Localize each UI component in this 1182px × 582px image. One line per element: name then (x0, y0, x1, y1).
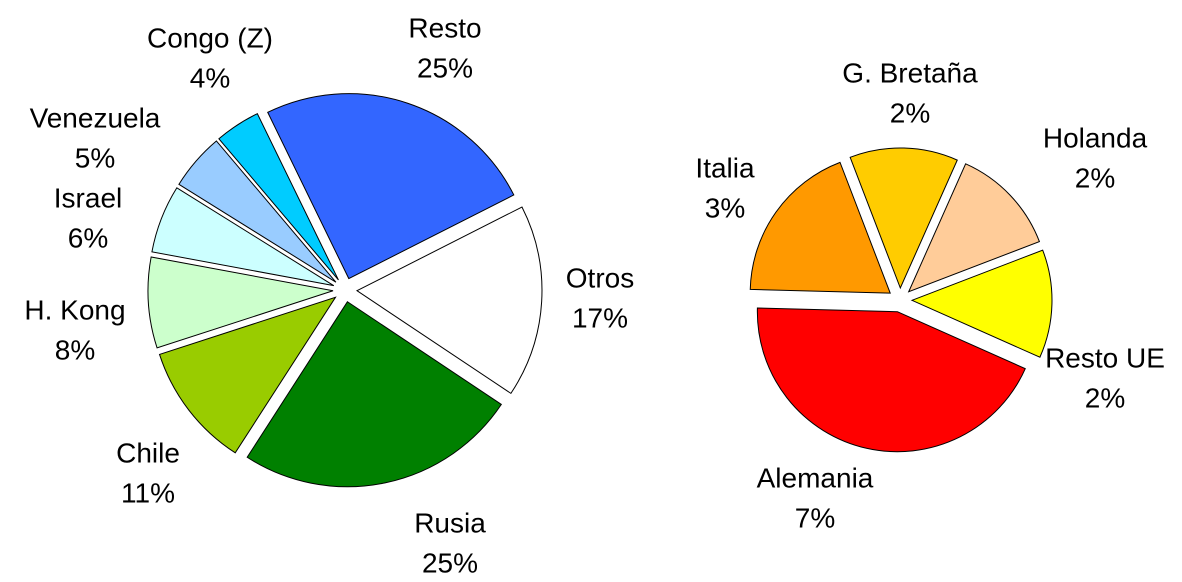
value-label: 2% (1085, 382, 1125, 413)
value-label: 11% (121, 477, 175, 508)
slice-label: Congo (Z) (147, 22, 273, 53)
value-label: 2% (1075, 162, 1115, 193)
pie-slice (178, 140, 337, 283)
slice-label: G. Bretaña (842, 57, 978, 88)
value-label: 25% (422, 547, 478, 578)
pie-slice (355, 206, 543, 395)
slice-label: Resto (408, 12, 481, 43)
value-label: 3% (705, 192, 745, 223)
pie-slice (756, 307, 1026, 453)
value-label: 17% (572, 302, 628, 333)
slice-label: Chile (116, 437, 180, 468)
value-label: 6% (68, 222, 108, 253)
pie-slice (849, 147, 958, 290)
pie-slice (246, 301, 503, 488)
slice-label: Otros (566, 262, 634, 293)
pie-slice (267, 93, 515, 280)
slice-label: Holanda (1043, 122, 1148, 153)
value-label: 4% (190, 62, 230, 93)
slice-label: H. Kong (24, 294, 125, 325)
pie-slice (158, 296, 337, 454)
pie-slice (910, 249, 1053, 358)
pie-slice (218, 113, 339, 281)
slice-label: Alemania (757, 462, 874, 493)
pie-slice (907, 163, 1041, 293)
value-label: 7% (795, 502, 835, 533)
value-label: 8% (55, 334, 95, 365)
value-label: 5% (75, 142, 115, 173)
slice-label: Italia (695, 152, 755, 183)
slice-label: Israel (54, 182, 122, 213)
value-label: 2% (890, 97, 930, 128)
value-label: 25% (417, 52, 473, 83)
slice-label: Venezuela (30, 102, 161, 133)
slice-label: Resto UE (1045, 342, 1165, 373)
pie-slice (147, 256, 334, 349)
pie-slice (749, 161, 891, 294)
slice-label: Rusia (414, 507, 486, 538)
pie-slice (151, 187, 335, 287)
